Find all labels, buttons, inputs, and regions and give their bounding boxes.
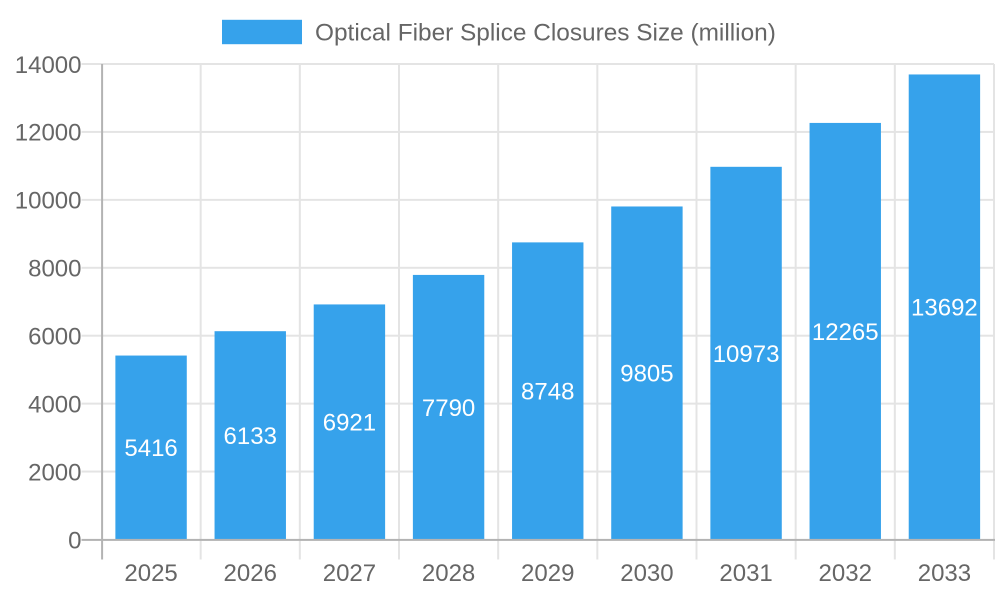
svg-text:2033: 2033 — [918, 560, 971, 587]
svg-text:6133: 6133 — [224, 423, 277, 450]
svg-text:13692: 13692 — [911, 295, 978, 322]
svg-text:6921: 6921 — [323, 410, 376, 437]
svg-text:12265: 12265 — [812, 319, 879, 346]
svg-text:2031: 2031 — [719, 560, 772, 587]
svg-text:8748: 8748 — [521, 379, 574, 406]
svg-text:10000: 10000 — [15, 188, 82, 215]
svg-text:2030: 2030 — [620, 560, 673, 587]
svg-text:Optical Fiber Splice Closures: Optical Fiber Splice Closures Size (mill… — [315, 19, 776, 46]
svg-text:2029: 2029 — [521, 560, 574, 587]
svg-text:10973: 10973 — [713, 341, 780, 368]
svg-text:12000: 12000 — [15, 120, 82, 147]
svg-text:2028: 2028 — [422, 560, 475, 587]
svg-text:6000: 6000 — [28, 323, 81, 350]
svg-text:4000: 4000 — [28, 391, 81, 418]
svg-text:2025: 2025 — [124, 560, 177, 587]
svg-text:8000: 8000 — [28, 256, 81, 283]
svg-text:2027: 2027 — [323, 560, 376, 587]
svg-text:0: 0 — [68, 527, 81, 554]
svg-text:2026: 2026 — [224, 560, 277, 587]
svg-text:14000: 14000 — [15, 52, 82, 79]
svg-text:2000: 2000 — [28, 459, 81, 486]
svg-text:2032: 2032 — [819, 560, 872, 587]
svg-text:7790: 7790 — [422, 395, 475, 422]
svg-text:9805: 9805 — [620, 361, 673, 388]
svg-text:5416: 5416 — [124, 435, 177, 462]
